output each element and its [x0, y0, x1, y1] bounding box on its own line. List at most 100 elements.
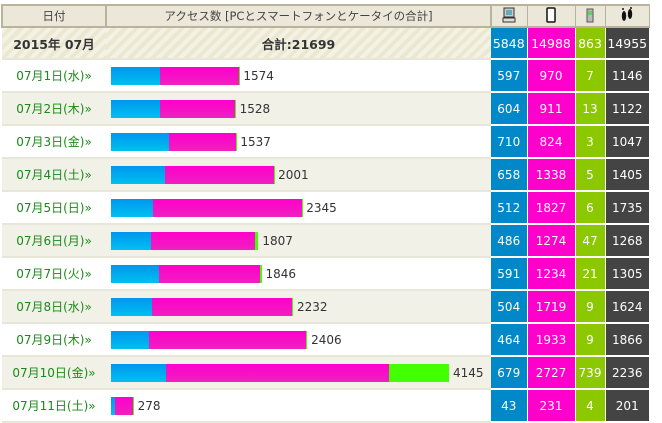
access-table: 日付 アクセス数 [PCとスマートフォンとケータイの合計] 2015年 07月 … [1, 4, 650, 423]
date-link[interactable]: 07月3日(金)» [16, 135, 92, 149]
smartphone-icon [527, 5, 575, 27]
date-link[interactable]: 07月8日(水)» [16, 300, 92, 314]
bar-smartphone [159, 265, 260, 283]
date-cell: 07月11日(土)» [2, 389, 106, 422]
total-value: 1807 [262, 234, 293, 248]
pc-value: 710 [491, 125, 527, 158]
total-value: 278 [138, 399, 161, 413]
bar-pc [111, 67, 160, 85]
bar-smartphone [149, 331, 307, 349]
footprint-value: 1047 [605, 125, 649, 158]
date-link[interactable]: 07月5日(日)» [16, 201, 92, 215]
pc-value: 464 [491, 323, 527, 356]
pc-icon [491, 5, 527, 27]
total-value: 2345 [306, 201, 337, 215]
mobile-value: 739 [575, 356, 605, 389]
date-link[interactable]: 07月9日(木)» [16, 333, 92, 347]
bar-pc [111, 364, 166, 382]
footprint-value: 1735 [605, 191, 649, 224]
bar-mobile [239, 67, 240, 85]
date-cell: 07月10日(金)» [2, 356, 106, 389]
summary-footprint: 14955 [605, 27, 649, 59]
mobile-value: 5 [575, 158, 605, 191]
footprint-value: 1305 [605, 257, 649, 290]
pc-value: 604 [491, 92, 527, 125]
table-row: 07月3日(金)» 1537 710 824 3 1047 [2, 125, 649, 158]
date-link[interactable]: 07月10日(金)» [12, 366, 95, 380]
smartphone-value: 1933 [527, 323, 575, 356]
mobile-value: 9 [575, 290, 605, 323]
date-cell: 07月6日(月)» [2, 224, 106, 257]
bar-smartphone [166, 364, 388, 382]
mobile-value: 21 [575, 257, 605, 290]
smartphone-value: 824 [527, 125, 575, 158]
bar-smartphone [152, 298, 292, 316]
table-row: 07月7日(火)» 1846 591 1234 21 1305 [2, 257, 649, 290]
bar-cell: 1807 [106, 224, 491, 257]
date-link[interactable]: 07月1日(水)» [16, 69, 92, 83]
total-value: 1574 [243, 69, 274, 83]
date-cell: 07月7日(火)» [2, 257, 106, 290]
smartphone-value: 231 [527, 389, 575, 422]
date-link[interactable]: 07月11日(土)» [12, 399, 95, 413]
footprint-value: 1146 [605, 59, 649, 92]
bar-cell: 1528 [106, 92, 491, 125]
footprint-icon [605, 5, 649, 27]
total-value: 2232 [297, 300, 328, 314]
table-row: 07月6日(月)» 1807 486 1274 47 1268 [2, 224, 649, 257]
bar-smartphone [169, 133, 236, 151]
total-value: 2406 [311, 333, 342, 347]
pc-value: 679 [491, 356, 527, 389]
total-value: 1537 [240, 135, 271, 149]
smartphone-value: 1234 [527, 257, 575, 290]
footprint-value: 1122 [605, 92, 649, 125]
total-value: 1846 [266, 267, 297, 281]
mobile-value: 47 [575, 224, 605, 257]
date-link[interactable]: 07月4日(土)» [16, 168, 92, 182]
bar-cell: 1574 [106, 59, 491, 92]
footprint-value: 1866 [605, 323, 649, 356]
bar-pc [111, 133, 169, 151]
total-value: 4145 [453, 366, 484, 380]
smartphone-value: 911 [527, 92, 575, 125]
date-link[interactable]: 07月2日(木)» [16, 102, 92, 116]
date-link[interactable]: 07月7日(火)» [16, 267, 92, 281]
bar-mobile [235, 100, 236, 118]
bar-smartphone [165, 166, 274, 184]
summary-row: 2015年 07月 合計:21699 5848 14988 863 14955 [2, 27, 649, 59]
pc-value: 504 [491, 290, 527, 323]
table-row: 07月1日(水)» 1574 597 970 7 1146 [2, 59, 649, 92]
footprint-value: 2236 [605, 356, 649, 389]
footprint-value: 1268 [605, 224, 649, 257]
mobile-value: 6 [575, 191, 605, 224]
bar-smartphone [151, 232, 255, 250]
mobile-value: 3 [575, 125, 605, 158]
bar-mobile [389, 364, 449, 382]
mobile-value: 13 [575, 92, 605, 125]
mobile-value: 9 [575, 323, 605, 356]
date-link[interactable]: 07月6日(月)» [16, 234, 92, 248]
bar-mobile [260, 265, 262, 283]
bar-cell: 1846 [106, 257, 491, 290]
header-date: 日付 [2, 5, 106, 27]
smartphone-value: 1719 [527, 290, 575, 323]
bar-pc [111, 166, 165, 184]
summary-month: 2015年 07月 [2, 27, 106, 59]
bar-smartphone [160, 67, 239, 85]
summary-pc: 5848 [491, 27, 527, 59]
smartphone-value: 1338 [527, 158, 575, 191]
total-value: 1528 [240, 102, 271, 116]
mobile-phone-icon [575, 5, 605, 27]
date-cell: 07月3日(金)» [2, 125, 106, 158]
bar-pc [111, 199, 153, 217]
smartphone-value: 2727 [527, 356, 575, 389]
footprint-value: 201 [605, 389, 649, 422]
pc-value: 43 [491, 389, 527, 422]
date-cell: 07月2日(木)» [2, 92, 106, 125]
bar-mobile [306, 331, 307, 349]
bar-pc [111, 265, 159, 283]
mobile-value: 7 [575, 59, 605, 92]
summary-mobile: 863 [575, 27, 605, 59]
smartphone-value: 1827 [527, 191, 575, 224]
total-value: 2001 [278, 168, 309, 182]
